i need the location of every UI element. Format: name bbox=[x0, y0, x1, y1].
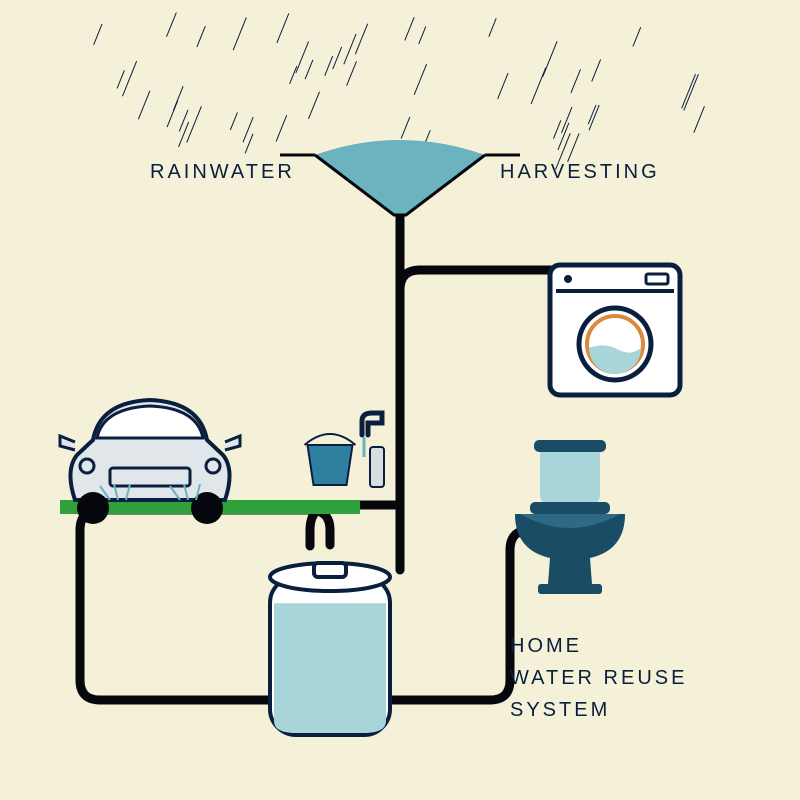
label-home: HOME bbox=[510, 635, 582, 657]
toilet-icon bbox=[515, 440, 625, 594]
washer-icon bbox=[550, 265, 680, 395]
tank-icon bbox=[270, 563, 390, 735]
label-system: SYSTEM bbox=[510, 699, 610, 721]
funnel-icon bbox=[280, 140, 520, 215]
label-harvesting: HARVESTING bbox=[500, 161, 660, 183]
label-water-reuse: WATER REUSE bbox=[510, 667, 687, 689]
label-rainwater: RAINWATER bbox=[150, 161, 295, 183]
bucket-icon bbox=[305, 413, 385, 487]
